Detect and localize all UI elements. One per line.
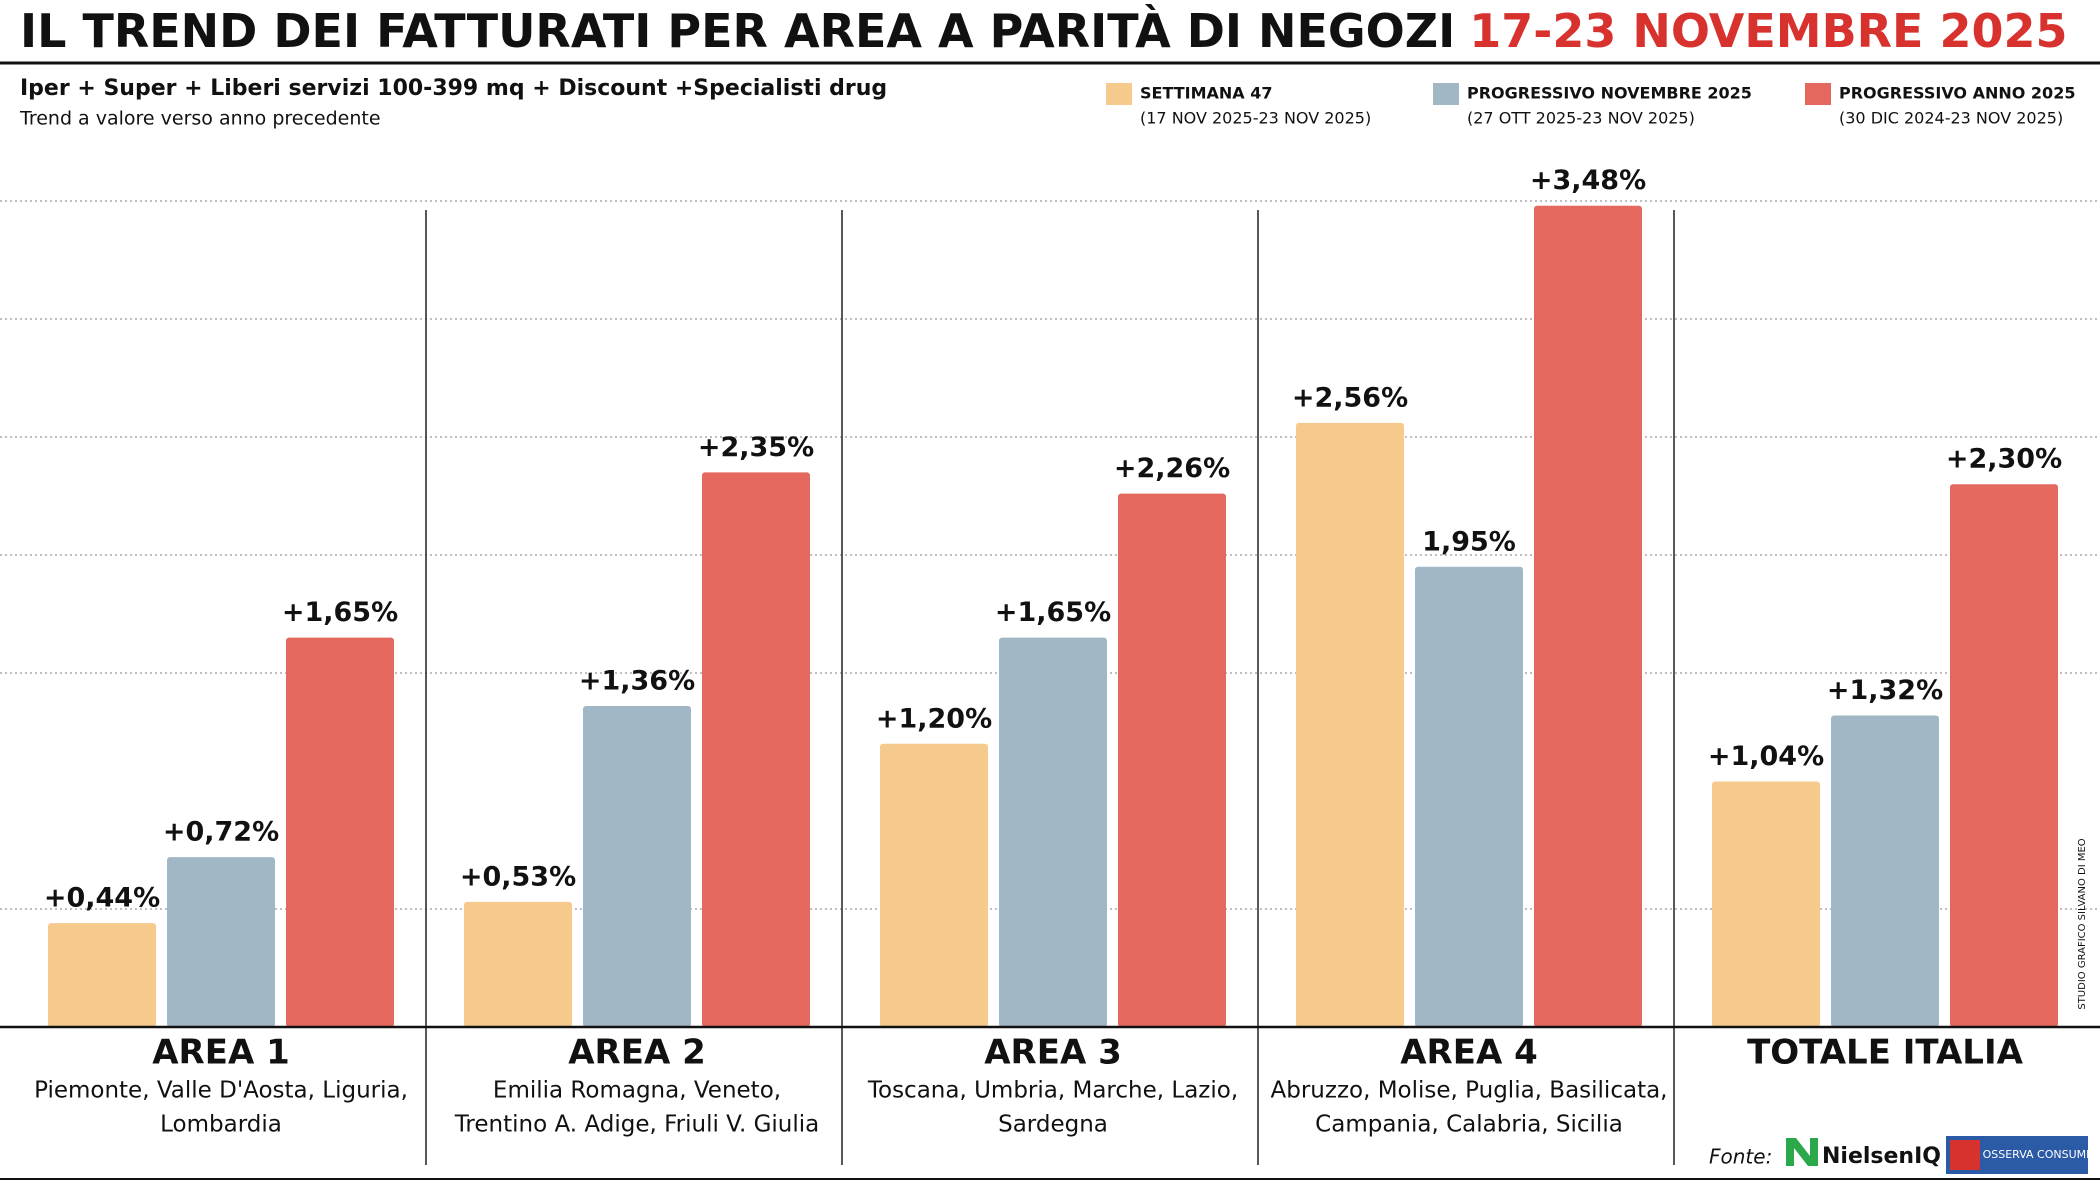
category-note: Piemonte, Valle D'Aosta, Liguria, [34, 1078, 408, 1104]
category-note: Toscana, Umbria, Marche, Lazio, [867, 1078, 1238, 1104]
bar [1950, 484, 2058, 1027]
category-note: Sardegna [998, 1112, 1108, 1138]
category-label: AREA 2 [568, 1033, 706, 1073]
value-label: +1,20% [876, 703, 992, 734]
category-note: Lombardia [160, 1112, 282, 1138]
legend-swatch [1433, 83, 1459, 105]
bar [464, 901, 572, 1027]
category-label: AREA 1 [152, 1033, 290, 1073]
value-label: +3,48% [1530, 165, 1646, 196]
value-label: +2,26% [1114, 453, 1230, 484]
value-label: +0,53% [460, 861, 576, 892]
value-label: +1,65% [282, 597, 398, 628]
nielsen-logo-mark [1786, 1138, 1818, 1166]
legend-period: (30 DIC 2024-23 NOV 2025) [1839, 109, 2063, 128]
bar [1296, 422, 1404, 1028]
source-nielsen: NielsenIQ [1822, 1144, 1941, 1169]
value-label: +1,32% [1827, 675, 1943, 706]
value-label: +0,72% [163, 817, 279, 848]
value-label: 1,95% [1422, 526, 1516, 557]
value-label: +1,65% [995, 597, 1111, 628]
category-note: Campania, Calabria, Sicilia [1315, 1112, 1623, 1138]
bar [1415, 566, 1523, 1027]
bar [1712, 781, 1820, 1027]
bar [880, 743, 988, 1027]
title-highlight: 17-23 NOVEMBRE 2025 [1469, 4, 2067, 58]
category-label: AREA 3 [984, 1033, 1122, 1073]
legend-label: SETTIMANA 47 [1140, 84, 1273, 103]
osserva-logo-mark [1950, 1140, 1980, 1170]
credit: STUDIO GRAFICO SILVANO DI MEO [2077, 838, 2088, 1009]
bar [999, 637, 1107, 1027]
legend-label: PROGRESSIVO ANNO 2025 [1839, 84, 2075, 103]
source-osserva: OSSERVA CONSUMI [1983, 1148, 2090, 1161]
source-label: Fonte: [1709, 1145, 1772, 1169]
bar [1534, 205, 1642, 1028]
bar [167, 857, 275, 1027]
chart-title: IL TREND DEI FATTURATI PER AREA A PARITÀ… [20, 4, 2068, 58]
value-label: +2,30% [1946, 444, 2062, 475]
bar [1118, 493, 1226, 1027]
value-label: +0,44% [44, 883, 160, 914]
category-note: Abruzzo, Molise, Puglia, Basilicata, [1271, 1078, 1668, 1104]
legend-period: (27 OTT 2025-23 NOV 2025) [1467, 109, 1695, 128]
bar [583, 706, 691, 1027]
title-main: IL TREND DEI FATTURATI PER AREA A PARITÀ… [20, 4, 1455, 58]
category-label: AREA 4 [1400, 1033, 1538, 1073]
bar [48, 923, 156, 1027]
subtitle: Iper + Super + Liberi servizi 100-399 mq… [20, 76, 887, 101]
legend-label: PROGRESSIVO NOVEMBRE 2025 [1467, 84, 1752, 103]
bar [1831, 715, 1939, 1027]
legend-swatch [1805, 83, 1831, 105]
bar [286, 637, 394, 1027]
plot-area: SETTIMANA 47 (17 NOV 2025-23 NOV 2025) PRO… [0, 83, 2100, 1165]
value-label: +2,56% [1292, 382, 1408, 413]
category-note: Trentino A. Adige, Friuli V. Giulia [454, 1112, 820, 1138]
bar [702, 472, 810, 1027]
value-label: +1,36% [579, 666, 695, 697]
value-label: +1,04% [1708, 741, 1824, 772]
subtitle-note: Trend a valore verso anno precedente [19, 108, 381, 130]
category-label: TOTALE ITALIA [1747, 1033, 2024, 1073]
legend-period: (17 NOV 2025-23 NOV 2025) [1140, 109, 1371, 128]
category-note: Emilia Romagna, Veneto, [493, 1078, 781, 1104]
legend-swatch [1106, 83, 1132, 105]
value-label: +2,35% [698, 432, 814, 463]
